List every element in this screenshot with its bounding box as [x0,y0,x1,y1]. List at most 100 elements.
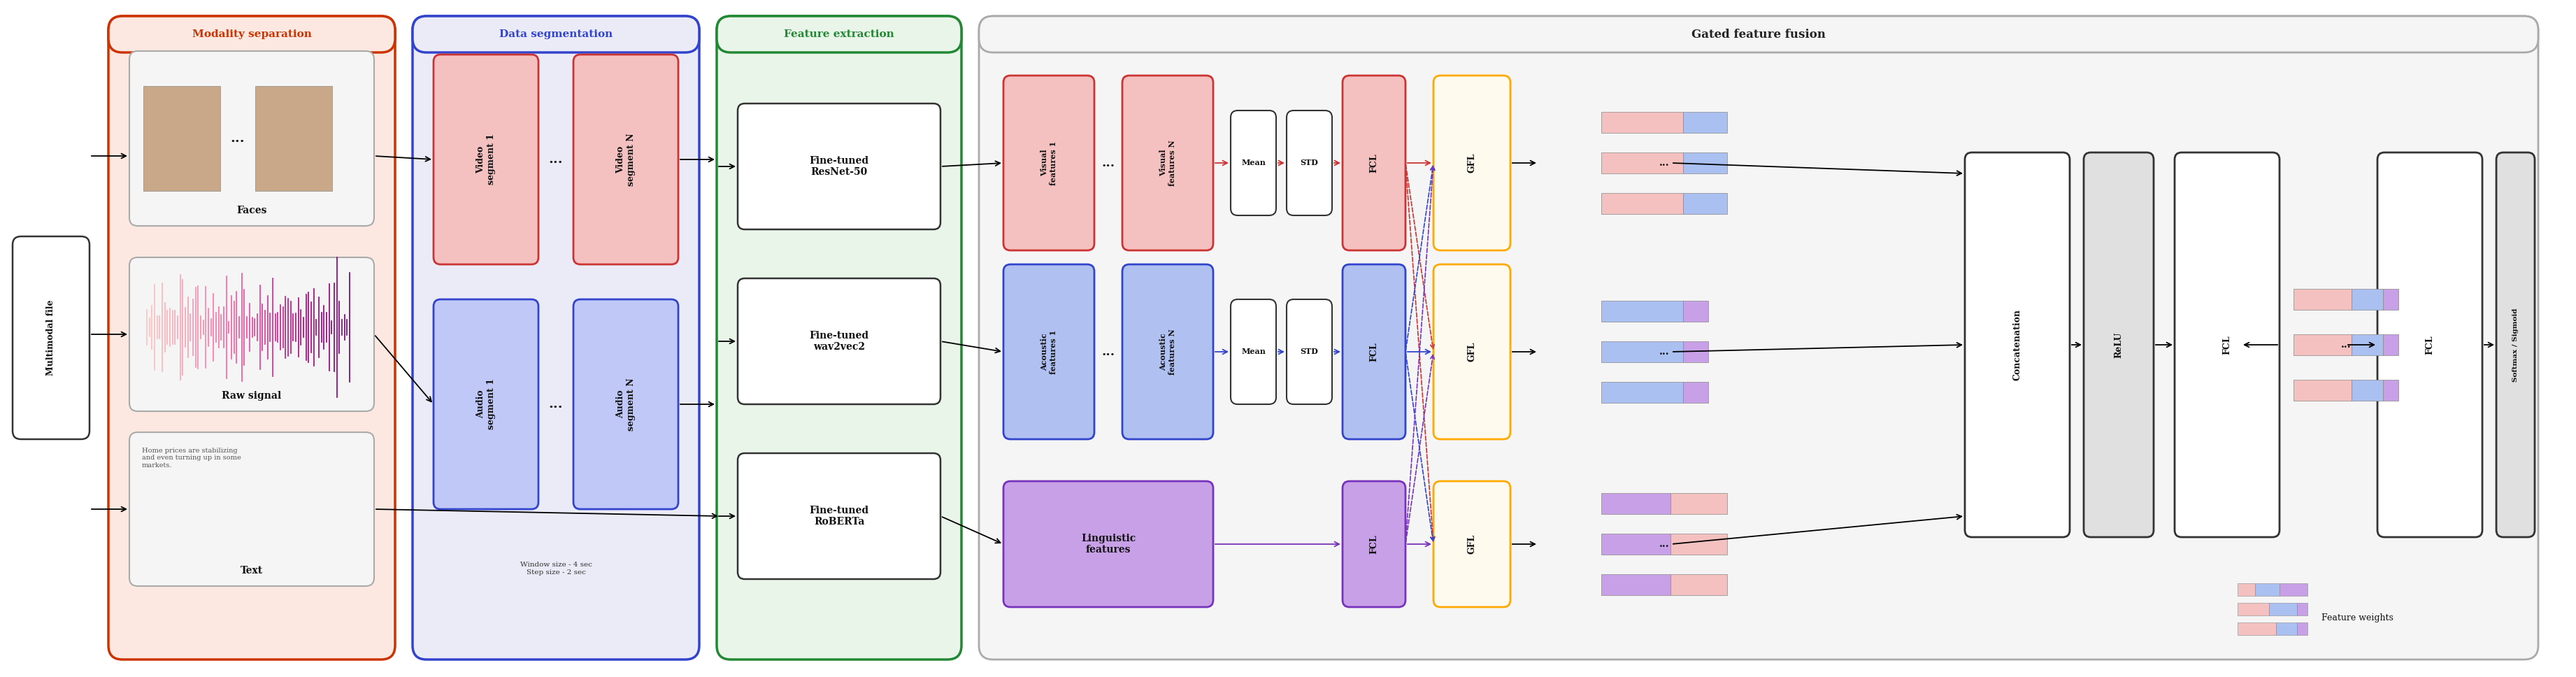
Text: Modality separation: Modality separation [193,29,312,39]
Text: Mean: Mean [1242,348,1265,355]
Bar [2383,380,2398,401]
FancyBboxPatch shape [2496,152,2535,537]
Bar [255,86,332,191]
FancyBboxPatch shape [433,299,538,509]
FancyBboxPatch shape [1342,76,1406,250]
Bar [2298,603,2308,615]
Bar [1602,152,1682,173]
Text: ...: ... [1659,347,1669,357]
FancyBboxPatch shape [574,55,677,264]
Text: FCL: FCL [1370,534,1378,554]
Bar [1602,193,1682,214]
Bar [1682,341,1708,362]
Bar [2280,584,2308,596]
Text: Softmax / Sigmoid: Softmax / Sigmoid [2512,308,2519,382]
FancyBboxPatch shape [129,257,374,411]
Bar [1682,112,1726,133]
Text: Concatenation: Concatenation [2012,309,2022,380]
FancyBboxPatch shape [1285,299,1332,404]
FancyBboxPatch shape [1005,264,1095,439]
FancyBboxPatch shape [1432,481,1510,607]
Bar [1669,574,1726,595]
FancyBboxPatch shape [737,278,940,404]
FancyBboxPatch shape [979,16,2537,52]
Bar [2293,334,2352,355]
Text: STD: STD [1301,159,1319,167]
Text: ...: ... [549,153,564,166]
FancyBboxPatch shape [129,51,374,226]
Bar [1682,301,1708,322]
FancyBboxPatch shape [1342,481,1406,607]
Text: Fine-tuned
wav2vec2: Fine-tuned wav2vec2 [809,331,868,352]
FancyBboxPatch shape [1231,110,1275,215]
FancyBboxPatch shape [13,236,90,439]
Text: Audio
segment 1: Audio segment 1 [477,378,495,430]
Bar [2269,603,2298,615]
Text: Visual
features 1: Visual features 1 [1041,141,1056,185]
Text: Multimodal file: Multimodal file [46,300,57,376]
Bar [2239,584,2254,596]
FancyBboxPatch shape [1432,264,1510,439]
Text: Acoustic
features N: Acoustic features N [1159,329,1177,375]
FancyBboxPatch shape [1432,76,1510,250]
FancyBboxPatch shape [1123,264,1213,439]
Bar [1602,574,1669,595]
Text: Data segmentation: Data segmentation [500,29,613,39]
Text: Video
segment 1: Video segment 1 [477,134,495,185]
Bar [1682,152,1726,173]
FancyBboxPatch shape [716,16,961,52]
Text: FCL: FCL [1370,342,1378,362]
Text: Window size - 4 sec
Step size - 2 sec: Window size - 4 sec Step size - 2 sec [520,562,592,575]
Bar [2293,289,2352,310]
FancyBboxPatch shape [716,16,961,659]
Bar [1602,533,1669,554]
Text: Raw signal: Raw signal [222,391,281,401]
FancyBboxPatch shape [108,16,394,52]
FancyBboxPatch shape [2174,152,2280,537]
FancyBboxPatch shape [1123,76,1213,250]
FancyBboxPatch shape [2378,152,2483,537]
Text: Fine-tuned
ResNet-50: Fine-tuned ResNet-50 [809,156,868,177]
Text: Linguistic
features: Linguistic features [1082,533,1136,554]
FancyBboxPatch shape [129,432,374,586]
Bar [2383,334,2398,355]
Text: ...: ... [1103,156,1115,169]
Bar [2352,334,2383,355]
Text: ReLU: ReLU [2115,332,2123,358]
Text: ...: ... [2342,340,2352,350]
FancyBboxPatch shape [412,16,698,659]
Text: Feature weights: Feature weights [2321,613,2393,622]
Bar [1682,382,1708,403]
Text: Mean: Mean [1242,159,1265,167]
Bar [2383,289,2398,310]
Text: ...: ... [229,132,245,145]
FancyBboxPatch shape [1005,481,1213,607]
Text: Feature extraction: Feature extraction [783,29,894,39]
FancyBboxPatch shape [1231,299,1275,404]
FancyBboxPatch shape [1342,264,1406,439]
FancyBboxPatch shape [979,16,2537,659]
Bar [1602,493,1669,514]
Bar [2277,622,2298,635]
Bar [2239,603,2269,615]
Bar [2293,380,2352,401]
Bar [1602,341,1682,362]
FancyBboxPatch shape [574,299,677,509]
FancyBboxPatch shape [108,16,394,659]
Text: Video
segment N: Video segment N [616,133,636,186]
FancyBboxPatch shape [737,453,940,579]
Text: GFL: GFL [1468,342,1476,362]
Text: Gated feature fusion: Gated feature fusion [1692,28,1826,40]
Text: Audio
segment N: Audio segment N [616,378,636,431]
Text: Fine-tuned
RoBERTa: Fine-tuned RoBERTa [809,506,868,527]
Text: Acoustic
features 1: Acoustic features 1 [1041,330,1056,374]
Text: Faces: Faces [237,206,268,215]
Bar [1669,493,1726,514]
Text: ...: ... [1659,539,1669,549]
Bar [1669,533,1726,554]
Text: ...: ... [1659,158,1669,168]
FancyBboxPatch shape [2084,152,2154,537]
FancyBboxPatch shape [1005,76,1095,250]
Text: FCL: FCL [2427,335,2434,355]
FancyBboxPatch shape [1285,110,1332,215]
